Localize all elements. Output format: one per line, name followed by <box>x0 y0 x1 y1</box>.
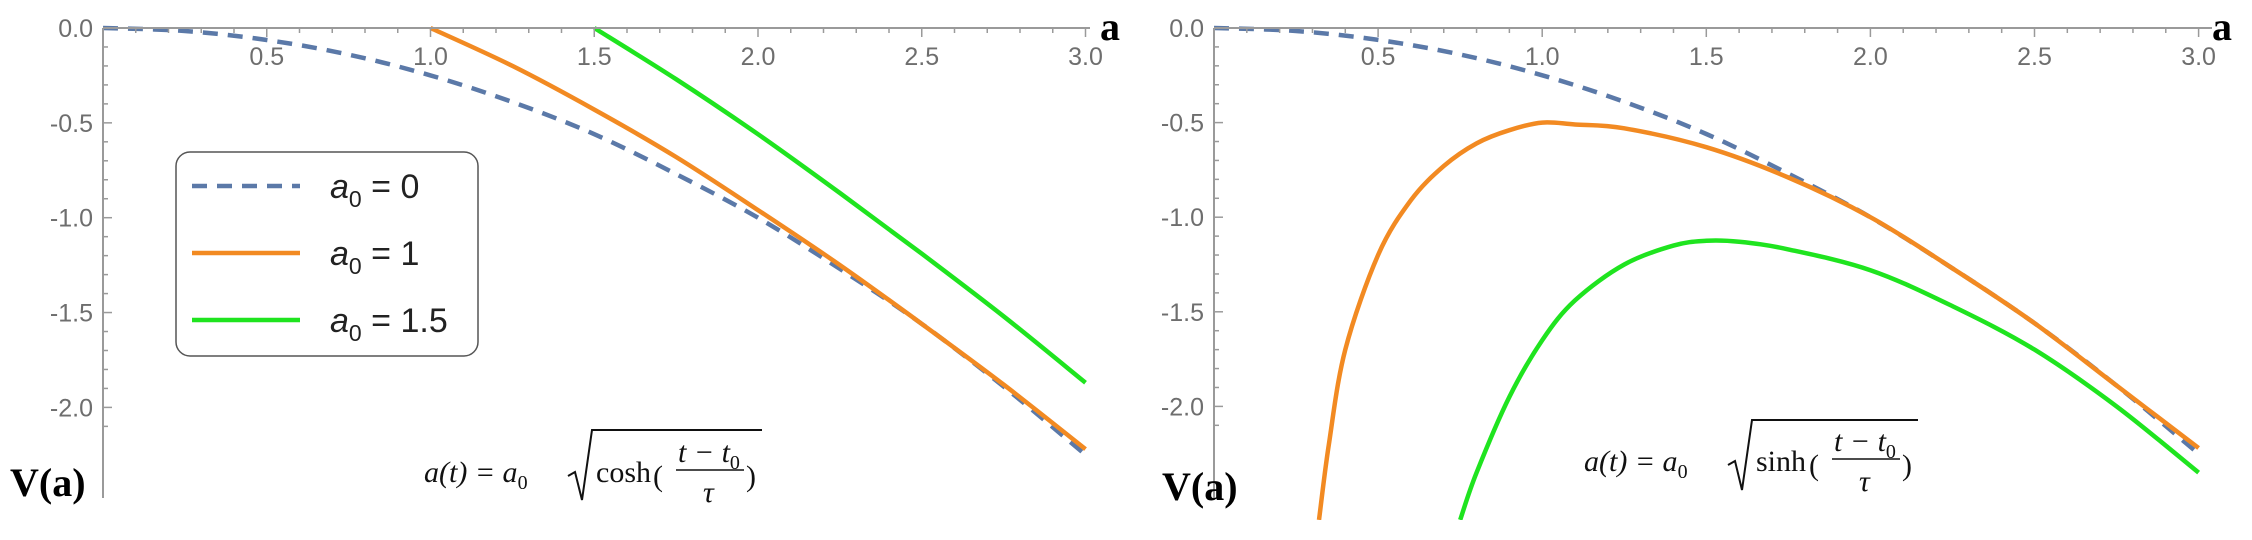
legend: a0 = 0 a0 = 1 a0 = 1.5 <box>175 151 479 357</box>
right-close-paren: ) <box>1902 449 1912 482</box>
left-series-2 <box>593 26 1087 385</box>
right-x-tick-label: 2.0 <box>1853 43 1888 71</box>
legend-label: a0 = 0 <box>330 168 419 212</box>
right-chart: 0.5 1.0 1.5 2.0 2.5 3.00.0-0.5-1.0-1.5-2.0 a … <box>1161 4 2232 520</box>
left-series-layer <box>103 25 1087 457</box>
right-series-1 <box>1316 120 2200 520</box>
left-x-axis-label: a <box>1100 4 1120 49</box>
left-axes: 0.5 1.0 1.5 2.0 2.5 3.0 0.0 -0.5 -1.0 -1.5 -2.0 <box>50 15 1103 498</box>
left-x-tick-label: 1.0 <box>413 43 448 71</box>
left-close-paren: ) <box>746 460 756 493</box>
right-formula-func: sinh <box>1756 445 1806 478</box>
left-y-tick-label: -1.5 <box>50 300 93 328</box>
right-y-tick-label: 0.0 <box>1169 15 1204 43</box>
left-y-tick-label: -2.0 <box>50 394 93 422</box>
left-x-tick-label: 2.0 <box>741 43 776 71</box>
right-x-tick-label: 1.5 <box>1689 43 1724 71</box>
right-formula-den: τ <box>1859 465 1871 498</box>
right-formula: a(t) = a0 sinh ( t − t0 τ ) <box>1584 419 1918 498</box>
right-x-axis-label: a <box>2212 4 2232 49</box>
left-series-0 <box>103 25 1087 457</box>
left-y-axis-label: V(a) <box>10 460 86 505</box>
left-series-1 <box>429 25 1087 451</box>
left-x-tick-label: 2.5 <box>904 43 939 71</box>
right-sqrt-sign <box>1727 419 1918 491</box>
left-sqrt-sign <box>567 429 762 501</box>
left-formula: a(t) = a0 cosh ( t − t0 τ ) <box>424 429 762 509</box>
left-x-tick-label: 3.0 <box>1068 43 1103 71</box>
right-formula-lhs: a(t) = a0 <box>1584 445 1688 483</box>
left-formula-func: cosh <box>596 456 651 489</box>
right-x-tick-label: 3.0 <box>2181 43 2216 71</box>
left-y-tick-label: -0.5 <box>50 110 93 138</box>
left-x-tick-label: 1.5 <box>577 43 612 71</box>
right-y-tick-label: -1.0 <box>1161 204 1204 232</box>
right-y-tick-label: -2.0 <box>1161 393 1204 421</box>
right-series-0 <box>1214 25 2201 456</box>
left-formula-den: τ <box>703 476 715 509</box>
right-open-paren: ( <box>1809 449 1819 482</box>
left-x-tick-label: 0.5 <box>249 43 284 71</box>
left-formula-num: t − t0 <box>678 436 740 474</box>
legend-label: a0 = 1.5 <box>330 302 448 346</box>
legend-items: a0 = 0 a0 = 1 a0 = 1.5 <box>192 168 448 346</box>
right-series-2 <box>1458 238 2201 520</box>
right-y-tick-label: -0.5 <box>1161 110 1204 138</box>
right-series-layer <box>1214 25 2201 520</box>
left-chart: 0.5 1.0 1.5 2.0 2.5 3.00.0-0.5-1.0-1.5-2.0 a … <box>10 4 1120 509</box>
right-y-tick-label: -1.5 <box>1161 299 1204 327</box>
legend-label: a0 = 1 <box>330 235 419 279</box>
right-x-tick-label: 0.5 <box>1361 43 1396 71</box>
left-y-tick-label: 0.0 <box>58 15 93 43</box>
legend-box <box>175 151 479 357</box>
right-x-tick-label: 1.0 <box>1525 43 1560 71</box>
left-y-tick-label: -1.0 <box>50 205 93 233</box>
left-formula-lhs: a(t) = a0 <box>424 456 528 494</box>
right-formula-num: t − t0 <box>1834 425 1896 463</box>
right-y-axis-label: V(a) <box>1162 464 1238 509</box>
right-axes: 0.5 1.0 1.5 2.0 2.5 3.0 0.0 -0.5 -1.0 -1.5 -2.0 <box>1161 15 2216 500</box>
left-open-paren: ( <box>653 460 663 493</box>
right-x-tick-label: 2.5 <box>2017 43 2052 71</box>
